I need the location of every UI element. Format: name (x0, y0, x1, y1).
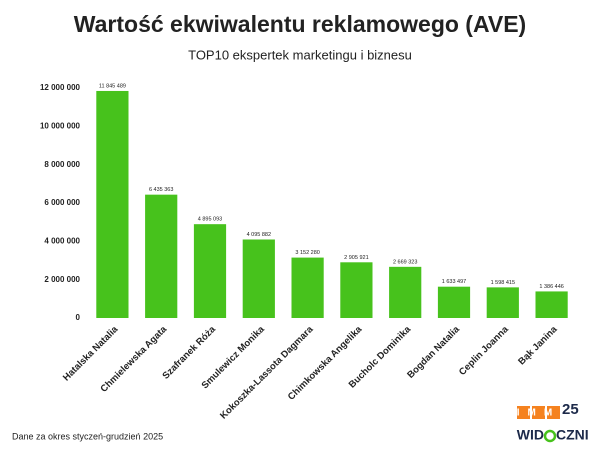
bar (340, 262, 373, 318)
logo-text: CZNI (556, 427, 589, 443)
value-label: 1 386 446 (539, 284, 563, 290)
value-label: 2 669 323 (393, 259, 417, 265)
logo-box (532, 406, 545, 419)
bar (437, 286, 471, 318)
value-label: 1 598 415 (491, 280, 515, 286)
value-label: 4 895 093 (198, 217, 222, 223)
x-tick-label: Ceplin Joanna (457, 324, 511, 378)
y-tick-label: 10 000 000 (40, 121, 81, 130)
y-tick-label: 6 000 000 (44, 198, 80, 207)
value-label: 6 435 363 (149, 187, 173, 193)
value-label: 1 633 497 (442, 279, 466, 285)
logo-number: 25 (562, 401, 579, 418)
x-tick-label: Kokoszka-Lassota Dagmara (218, 324, 316, 422)
y-tick-label: 4 000 000 (44, 236, 80, 245)
footnote: Dane za okres styczeń-grudzień 2025 (12, 431, 163, 441)
value-label: 2 905 921 (344, 255, 368, 261)
y-tick-label: 2 000 000 (44, 275, 80, 284)
bar (242, 239, 275, 318)
bar (145, 194, 178, 318)
bar (193, 224, 227, 318)
logo-text: WID (517, 427, 544, 443)
logo-icon (543, 429, 557, 443)
chart-title: Wartość ekwiwalentu reklamowego (AVE) (74, 11, 526, 37)
y-tick-label: 8 000 000 (44, 160, 80, 169)
bar (535, 291, 568, 318)
value-label: 4 095 882 (247, 232, 271, 238)
bar (96, 90, 129, 319)
bar (291, 257, 324, 318)
bar (389, 266, 422, 318)
x-tick-label: Bogdan Natalia (405, 324, 462, 381)
logo-box (547, 406, 560, 419)
logo-box (517, 406, 530, 419)
value-label: 11 845 489 (99, 83, 126, 89)
logo: IMM 25 WID CZNI (517, 401, 589, 443)
value-label: 3 152 280 (295, 250, 319, 256)
y-tick-label: 0 (76, 313, 81, 322)
bar (486, 287, 519, 318)
y-tick-label: 12 000 000 (40, 83, 81, 92)
chart-subtitle: TOP10 ekspertek marketingu i biznesu (188, 47, 412, 62)
x-tick-label: Bąk Janina (516, 324, 560, 368)
logo-imm: IMM (517, 408, 560, 419)
